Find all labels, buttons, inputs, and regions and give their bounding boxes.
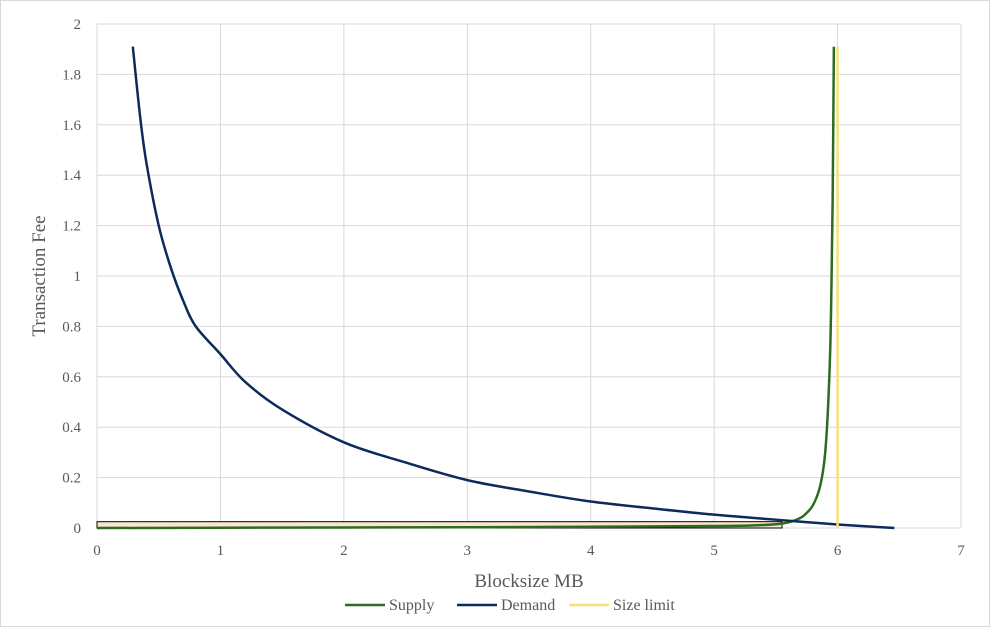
legend-item-size-limit: Size limit	[569, 597, 675, 614]
y-tick-label-10: 2	[74, 17, 82, 33]
y-tick-label-4: 0.8	[62, 319, 81, 335]
y-tick-label-7: 1.4	[62, 168, 81, 184]
legend: Supply Demand Size limit	[345, 597, 675, 614]
x-tick-label-0: 0	[93, 543, 101, 559]
x-tick-label-1: 1	[217, 543, 225, 559]
x-tick-label-7: 7	[957, 543, 965, 559]
legend-label-supply: Supply	[389, 597, 434, 614]
y-tick-label-8: 1.6	[62, 118, 81, 134]
x-axis-title: Blocksize MB	[474, 571, 583, 592]
y-tick-label-3: 0.6	[62, 370, 81, 386]
legend-item-supply: Supply	[345, 597, 434, 614]
y-axis-title: Transaction Fee	[29, 215, 50, 336]
y-tick-label-1: 0.2	[62, 471, 81, 487]
x-tick-label-6: 6	[834, 543, 842, 559]
x-axis-ticks: 0 1 2 3 4 5 6 7	[93, 543, 965, 559]
series-line-demand	[131, 46, 895, 530]
x-tick-label-5: 5	[710, 543, 718, 559]
series-layer	[96, 46, 895, 530]
y-tick-label-5: 1	[74, 269, 82, 285]
series-line-supply	[96, 46, 836, 530]
y-tick-label-6: 1.2	[62, 219, 81, 235]
legend-label-demand: Demand	[501, 597, 555, 614]
legend-item-demand: Demand	[457, 597, 555, 614]
legend-label-size-limit: Size limit	[613, 597, 675, 614]
y-tick-label-2: 0.4	[62, 420, 81, 436]
y-axis-ticks: 0 0.2 0.4 0.6 0.8 1 1.2 1.4 1.6 1.8 2	[62, 17, 81, 537]
x-tick-label-4: 4	[587, 543, 595, 559]
y-tick-label-9: 1.8	[62, 67, 81, 83]
x-tick-label-2: 2	[340, 543, 348, 559]
x-tick-label-3: 3	[464, 543, 472, 559]
y-tick-label-0: 0	[74, 521, 82, 537]
